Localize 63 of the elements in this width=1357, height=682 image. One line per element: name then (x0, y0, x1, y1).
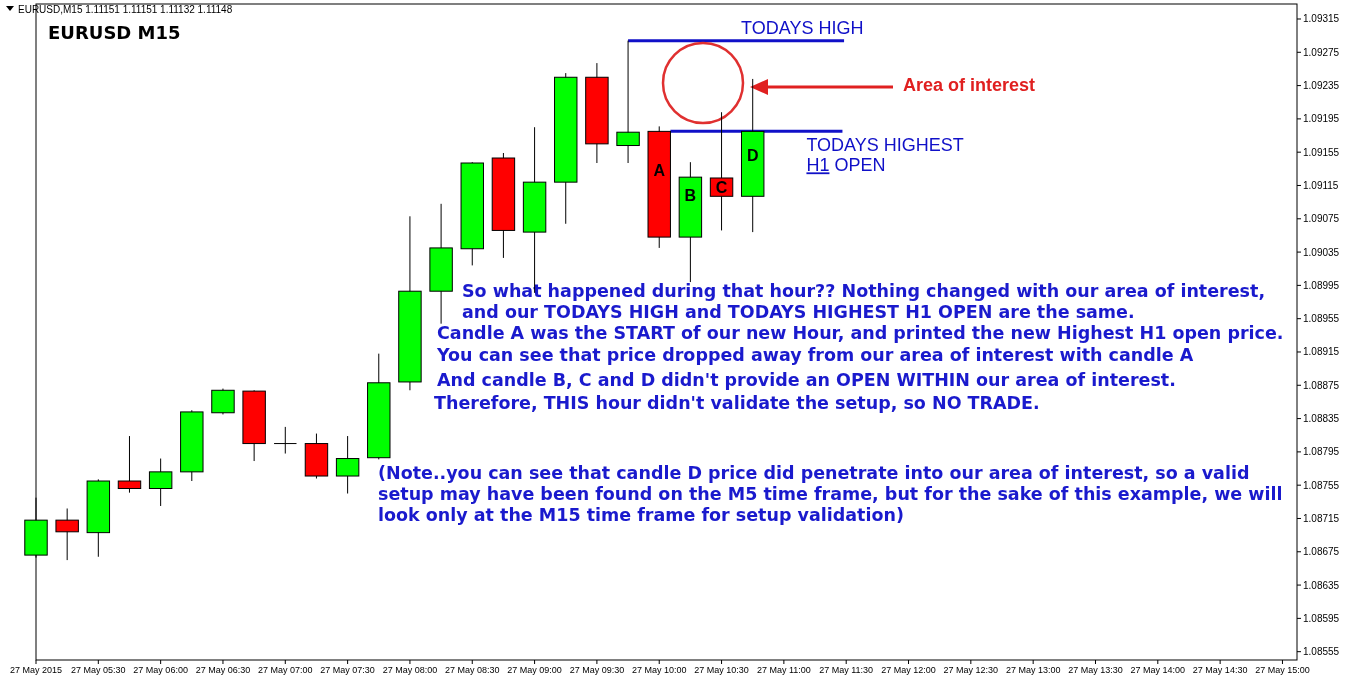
annotation: (Note..you can see that candle D price did penetrate into our area of interest, so a valid setup may have been found on the M5 time frame, but for the sake of this example, we will look only at the M15 time frame for setup validation) (378, 463, 1283, 525)
annotation: Area of interest (903, 75, 1036, 95)
y-tick-label: 1.08675 (1303, 546, 1340, 558)
annotation: Candle A was the START of our new Hour, and printed the new Highest H1 open price. (437, 323, 1284, 343)
y-tick-label: 1.09155 (1303, 146, 1340, 158)
ref-line-label: TODAYS HIGH (741, 17, 864, 38)
y-tick-label: 1.08835 (1303, 413, 1340, 425)
y-tick-label: 1.09275 (1303, 46, 1340, 58)
x-tick-label: 27 May 07:30 (320, 665, 375, 675)
y-tick-label: 1.08955 (1303, 313, 1340, 325)
y-tick-label: 1.08795 (1303, 446, 1340, 458)
x-tick-label: 27 May 2015 (9, 665, 63, 675)
x-tick-label: 27 May 14:30 (1192, 665, 1248, 675)
y-tick-label: 1.08715 (1303, 512, 1340, 524)
y-tick-label: 1.08555 (1303, 646, 1340, 658)
candlestick (211, 388, 235, 415)
annotation: C (715, 178, 728, 196)
annotation: B (684, 187, 697, 205)
y-tick-label: 1.08755 (1303, 479, 1340, 491)
y-tick-label: 1.08995 (1303, 279, 1340, 291)
x-tick-label: 27 May 14:00 (1130, 665, 1186, 675)
y-tick-label: 1.09035 (1303, 246, 1340, 258)
annotation: A (653, 162, 666, 180)
x-tick-label: 27 May 10:30 (694, 665, 749, 675)
y-tick-label: 1.09115 (1303, 179, 1339, 191)
annotation: And candle B, C and D didn't provide an OPEN WITHIN our area of interest. (437, 370, 1176, 390)
annotation: D (746, 147, 759, 165)
candlestick (616, 40, 640, 164)
y-tick-label: 1.08875 (1303, 379, 1340, 391)
annotation: You can see that price dropped away from our area of interest with candle A (436, 345, 1194, 365)
candlestick (117, 435, 142, 494)
x-tick-label: 27 May 06:00 (133, 665, 188, 675)
y-tick-label: 1.09075 (1303, 213, 1340, 225)
x-tick-label: 27 May 06:30 (195, 665, 251, 675)
candlestick (55, 507, 79, 561)
y-tick-label: 1.08915 (1303, 346, 1340, 358)
x-tick-label: 27 May 13:30 (1068, 665, 1123, 675)
annotation: Therefore, THIS hour didn't validate the setup, so NO TRADE. (434, 393, 1040, 413)
candlestick (273, 426, 298, 455)
text: TODAYS HIGHEST H1 OPEN (806, 135, 964, 176)
candlestick (148, 458, 173, 507)
y-tick-label: 1.08595 (1303, 612, 1340, 624)
x-tick-label: 27 May 12:00 (881, 665, 936, 675)
x-tick-label: 27 May 11:00 (756, 665, 811, 675)
x-tick-label: 27 May 05:30 (71, 665, 126, 675)
x-tick-label: 27 May 07:00 (258, 665, 313, 675)
x-tick-label: 27 May 08:00 (382, 665, 438, 675)
y-tick-label: 1.08635 (1303, 579, 1340, 591)
x-tick-label: 27 May 09:30 (569, 665, 625, 675)
candlestick (335, 435, 360, 494)
chart-subtitle: EURUSD,M15 1.11151 1.11151 1.11132 1.11148 (18, 4, 233, 15)
x-tick-label: 27 May 08:30 (444, 665, 500, 675)
x-tick-label: 27 May 10:00 (631, 665, 687, 675)
y-tick-label: 1.09315 (1303, 13, 1340, 25)
x-tick-label: 27 May 09:00 (507, 665, 562, 675)
x-tick-label: 27 May 11:30 (819, 665, 874, 675)
text: EURUSD M15 (48, 22, 181, 43)
annotation: So what happened during that hour?? Nothing changed with our area of interest, and our TODAYS HIGH and TODAYS HIGHEST H1 OPEN are the same. (462, 281, 1266, 322)
y-tick-label: 1.09195 (1303, 113, 1340, 125)
x-tick-label: 27 May 15:00 (1255, 665, 1310, 675)
x-tick-label: 27 May 13:00 (1005, 665, 1061, 675)
y-tick-label: 1.09235 (1303, 80, 1340, 92)
x-tick-label: 27 May 12:30 (943, 665, 999, 675)
